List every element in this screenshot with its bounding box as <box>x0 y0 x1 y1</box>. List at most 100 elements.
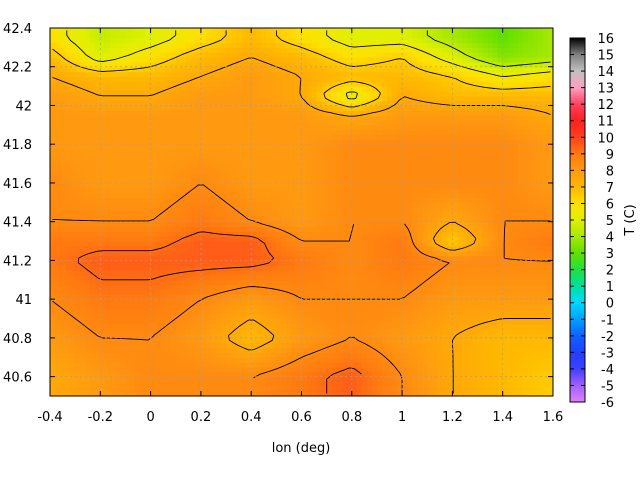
heatmap-cell <box>432 207 438 213</box>
heatmap-cell <box>376 182 383 189</box>
heatmap-cell <box>261 313 267 320</box>
heatmap-cell <box>65 241 71 247</box>
heatmap-cell <box>301 337 308 344</box>
heatmap-cell <box>165 158 172 165</box>
heatmap-cell <box>472 192 479 199</box>
heatmap-cell <box>402 299 408 305</box>
heatmap-cell <box>80 284 86 291</box>
heatmap-cell <box>60 197 66 203</box>
heatmap-cell <box>482 216 489 223</box>
heatmap-cell <box>281 371 288 378</box>
heatmap-cell <box>381 362 388 368</box>
heatmap-cell <box>185 386 192 392</box>
heatmap-cell <box>321 182 328 189</box>
heatmap-cell <box>200 391 207 396</box>
heatmap-cell <box>185 265 192 271</box>
heatmap-cell <box>492 236 499 242</box>
heatmap-cell <box>256 168 262 174</box>
heatmap-cell <box>472 221 479 228</box>
heatmap-cell <box>170 294 177 300</box>
heatmap-cell <box>205 221 212 228</box>
heatmap-cell <box>100 342 106 349</box>
heatmap-cell <box>532 182 539 189</box>
heatmap-cell <box>95 318 101 324</box>
heatmap-cell <box>251 386 257 392</box>
heatmap-cell <box>291 284 298 291</box>
heatmap-cell <box>442 207 448 213</box>
heatmap-cell <box>170 386 177 392</box>
heatmap-cell <box>170 178 177 184</box>
heatmap-cell <box>356 274 363 281</box>
heatmap-cell <box>376 274 383 281</box>
heatmap-cell <box>336 386 343 392</box>
heatmap-cell <box>417 212 423 218</box>
heatmap-cell <box>306 226 313 232</box>
heatmap-cell <box>452 168 459 174</box>
heatmap-cell <box>125 173 132 179</box>
heatmap-cell <box>276 255 282 262</box>
heatmap-cell <box>472 226 479 232</box>
heatmap-cell <box>170 250 177 257</box>
heatmap-cell <box>527 323 534 329</box>
heatmap-cell <box>271 221 277 228</box>
heatmap-cell <box>80 328 86 334</box>
heatmap-cell <box>281 153 288 160</box>
heatmap-cell <box>145 226 152 232</box>
heatmap-cell <box>190 347 197 354</box>
heatmap-cell <box>356 168 363 174</box>
heatmap-cell <box>321 245 328 252</box>
heatmap-cell <box>432 371 438 378</box>
heatmap-cell <box>311 294 318 300</box>
heatmap-cell <box>200 197 207 203</box>
heatmap-cell <box>125 391 132 396</box>
heatmap-cell <box>210 153 217 160</box>
heatmap-cell <box>215 371 222 378</box>
heatmap-cell <box>442 318 448 324</box>
heatmap-cell <box>221 153 227 160</box>
heatmap-cell <box>452 381 459 387</box>
heatmap-cell <box>462 158 469 165</box>
heatmap-cell <box>311 386 318 392</box>
heatmap-cell <box>381 153 388 160</box>
heatmap-cell <box>55 304 61 310</box>
heatmap-cell <box>140 236 147 242</box>
heatmap-cell <box>427 173 433 179</box>
heatmap-cell <box>432 163 438 170</box>
heatmap-cell <box>452 158 459 165</box>
heatmap-cell <box>50 381 56 387</box>
heatmap-cell <box>70 381 76 387</box>
heatmap-cell <box>371 376 378 383</box>
heatmap-cell <box>175 371 182 378</box>
heatmap-cell <box>381 391 388 396</box>
heatmap-cell <box>361 173 368 179</box>
heatmap-cell <box>180 323 187 329</box>
heatmap-cell <box>532 187 539 194</box>
heatmap-cell <box>537 241 544 247</box>
heatmap-cell <box>522 192 529 199</box>
heatmap-cell <box>336 250 343 257</box>
heatmap-cell <box>502 274 509 281</box>
heatmap-cell <box>70 221 76 228</box>
heatmap-cell <box>371 270 378 276</box>
heatmap-cell <box>517 163 524 170</box>
heatmap-cell <box>190 308 197 315</box>
heatmap-cell <box>437 366 443 373</box>
heatmap-cell <box>241 352 247 358</box>
heatmap-cell <box>306 270 313 276</box>
heatmap-cell <box>251 313 257 320</box>
heatmap-cell <box>221 313 227 320</box>
heatmap-cell <box>296 313 303 320</box>
heatmap-cell <box>356 289 363 295</box>
heatmap-cell <box>215 376 222 383</box>
heatmap-cell <box>457 212 464 218</box>
heatmap-cell <box>205 328 212 334</box>
heatmap-cell <box>321 381 328 387</box>
heatmap-cell <box>397 178 403 184</box>
heatmap-cell <box>130 221 137 228</box>
heatmap-cell <box>110 153 116 160</box>
heatmap-cell <box>266 187 272 194</box>
heatmap-cell <box>115 371 122 378</box>
heatmap-cell <box>160 250 167 257</box>
heatmap-cell <box>442 255 448 262</box>
heatmap-cell <box>271 178 277 184</box>
